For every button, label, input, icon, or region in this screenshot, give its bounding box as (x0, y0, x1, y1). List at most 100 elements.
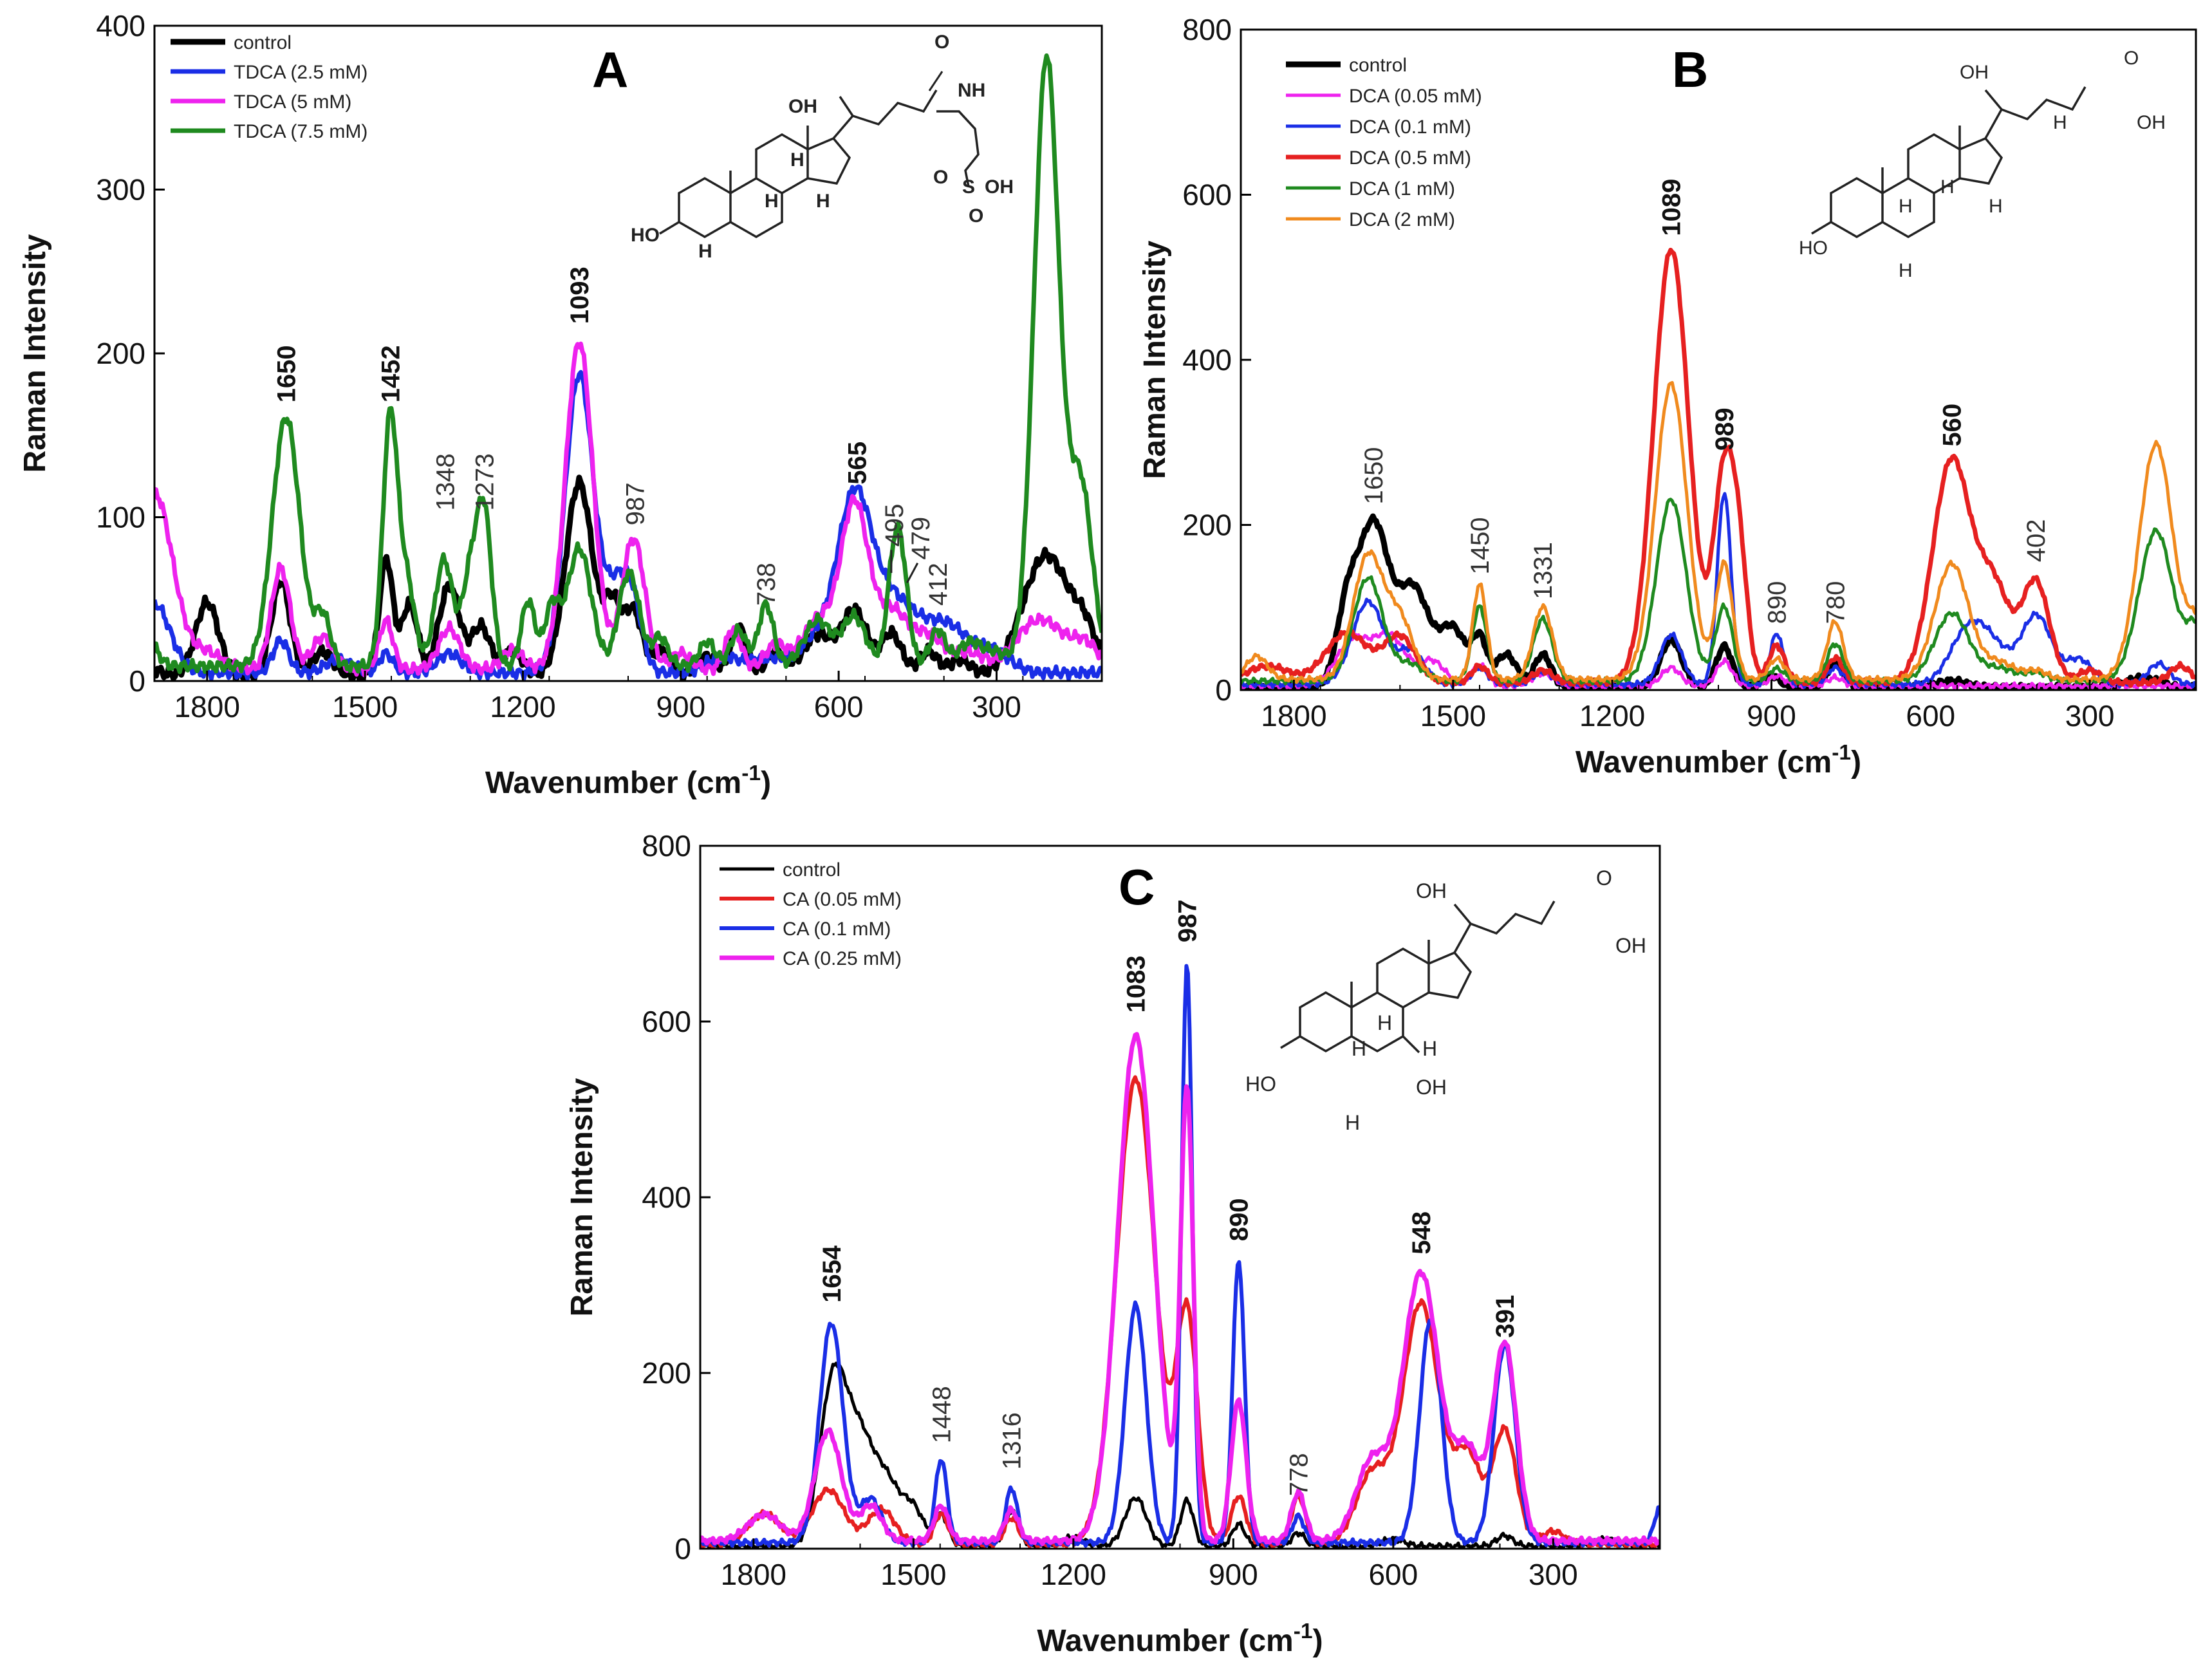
peak-annotation: 391 (1491, 1295, 1520, 1338)
legend-label: CA (0.1 mM) (783, 919, 891, 940)
peak-annotation: 402 (2022, 519, 2050, 562)
x-tick-label: 300 (1529, 1558, 1578, 1591)
y-tick-label: 300 (96, 173, 145, 207)
legend-label: TDCA (7.5 mM) (234, 121, 367, 142)
y-tick-label: 200 (642, 1356, 691, 1390)
y-tick-label: 0 (129, 664, 145, 698)
y-axis-label: Raman Intensity (18, 234, 52, 472)
peak-annotation: 1093 (566, 266, 594, 324)
peak-annotation: 780 (1821, 581, 1850, 624)
x-axis-label: Wavenumber (cm-1) (1037, 1620, 1323, 1658)
dca-atom-label: H (1940, 176, 1955, 198)
ca-atom-label: OH (1615, 934, 1646, 957)
panel-b: 1800 1500 1200 900 600 300 0 200 400 600 800 Wavenu… (1138, 13, 2197, 779)
peak-annotation: 1089 (1658, 179, 1686, 236)
legend-label: CA (0.05 mM) (783, 889, 902, 910)
peak-annotation: 1273 (471, 453, 499, 510)
x-tick-label: 600 (1368, 1558, 1418, 1591)
x-tick-label: 1500 (880, 1558, 946, 1591)
x-tick-label: 1200 (490, 690, 555, 723)
y-tick-label: 600 (642, 1005, 691, 1038)
ca-atom-label: H (1377, 1011, 1392, 1034)
tdca-atom-label: OH (788, 96, 817, 117)
x-axis-label: Wavenumber (cm-1) (1575, 741, 1861, 779)
peak-annotation: 479 (907, 517, 935, 560)
ca-atom-label: O (1596, 866, 1612, 890)
peak-annotation: 1316 (998, 1412, 1027, 1470)
y-tick-label: 400 (1182, 343, 1232, 377)
x-tick-label: 1800 (174, 690, 240, 723)
y-tick-label: 400 (642, 1181, 691, 1214)
dca-atom-label: H (1989, 196, 2003, 217)
y-tick-label: 200 (96, 337, 145, 370)
tdca-atom-label: OH (985, 176, 1014, 198)
ca-atom-label: HO (1245, 1072, 1276, 1096)
peak-annotation: 1450 (1466, 517, 1494, 574)
x-axis-label: Wavenumber (cm-1) (485, 761, 771, 800)
tdca-structure-labels: OH HO H H H H O NH S OH O O (631, 32, 1014, 262)
tdca-atom-label: HO (631, 225, 660, 246)
tdca-structure (659, 71, 980, 239)
panel-c: 1800 1500 1200 900 600 300 0 200 400 600 800 Wavenu… (565, 829, 1661, 1658)
series-line-ca-0-25-mm (700, 1032, 1660, 1547)
x-tick-label: 1200 (1041, 1558, 1106, 1591)
series-line-dca-0-5-mm (1241, 247, 2196, 688)
plot-area (1241, 247, 2196, 690)
x-tick-label: 900 (656, 690, 705, 723)
legend-label: control (1349, 55, 1407, 76)
legend-label: control (234, 32, 292, 53)
peak-annotation: 890 (1225, 1199, 1254, 1242)
peak-annotation: 987 (1173, 899, 1202, 942)
legend-label: DCA (0.05 mM) (1349, 86, 1482, 107)
dca-atom-label: OH (2137, 112, 2166, 133)
tdca-atom-label: O (969, 205, 983, 227)
peak-annotation: 890 (1763, 581, 1792, 624)
y-tick-label: 800 (642, 829, 691, 863)
plot-area (154, 53, 1102, 681)
x-tick-label: 900 (1747, 699, 1796, 733)
tdca-atom-label: NH (958, 80, 985, 101)
series-line-control (700, 1361, 1660, 1549)
dca-atom-label: H (2053, 112, 2067, 133)
tdca-atom-label: O (933, 167, 948, 188)
peak-annotation: 987 (622, 482, 650, 525)
peak-annotation: 989 (1711, 407, 1739, 451)
panel-letter: A (592, 41, 628, 98)
panel-letter: B (1672, 41, 1708, 98)
tdca-atom-label: S (962, 176, 975, 198)
tdca-atom-label: H (698, 241, 712, 262)
annotation-leader (906, 563, 919, 584)
peak-annotation: 1654 (818, 1245, 846, 1303)
y-tick-label: 600 (1182, 178, 1232, 212)
legend-label: CA (0.25 mM) (783, 948, 902, 969)
dca-atom-label: H (1899, 196, 1913, 217)
tdca-atom-label: H (816, 191, 830, 212)
peak-annotation: 738 (752, 563, 781, 606)
y-tick-label: 0 (1215, 673, 1232, 707)
legend-label: TDCA (2.5 mM) (234, 62, 367, 83)
x-tick-label: 600 (814, 690, 864, 723)
peak-annotation: 1331 (1529, 542, 1557, 599)
y-axis-label: Raman Intensity (565, 1078, 599, 1316)
panel-a: 1800 1500 1200 900 600 300 0 100 200 300 400 Wavenu… (18, 9, 1103, 800)
ca-structure-labels: OH HO OH H H H H O OH (1245, 866, 1646, 1134)
x-tick-label: 300 (2065, 699, 2115, 733)
panel-letter: C (1119, 859, 1155, 915)
dca-atom-label: OH (1960, 62, 1989, 83)
dca-structure-labels: OH HO H H H H H O OH (1799, 48, 2166, 281)
tdca-atom-label: O (934, 32, 949, 53)
x-tick-label: 1800 (1261, 699, 1326, 733)
x-tick-label: 900 (1209, 1558, 1258, 1591)
ca-structure (1280, 901, 1556, 1054)
peak-annotation: 560 (1938, 404, 1967, 447)
legend-label: control (783, 859, 841, 881)
peak-annotation: 412 (924, 563, 953, 606)
dca-atom-label: H (1899, 260, 1913, 281)
peak-annotation: 495 (880, 504, 909, 547)
peak-annotation: 565 (844, 442, 872, 485)
series-line-tdca-7-5-mm (154, 53, 1102, 675)
peak-annotation: 778 (1285, 1453, 1313, 1496)
ca-atom-label: H (1352, 1037, 1366, 1060)
dca-structure (1811, 86, 2087, 239)
